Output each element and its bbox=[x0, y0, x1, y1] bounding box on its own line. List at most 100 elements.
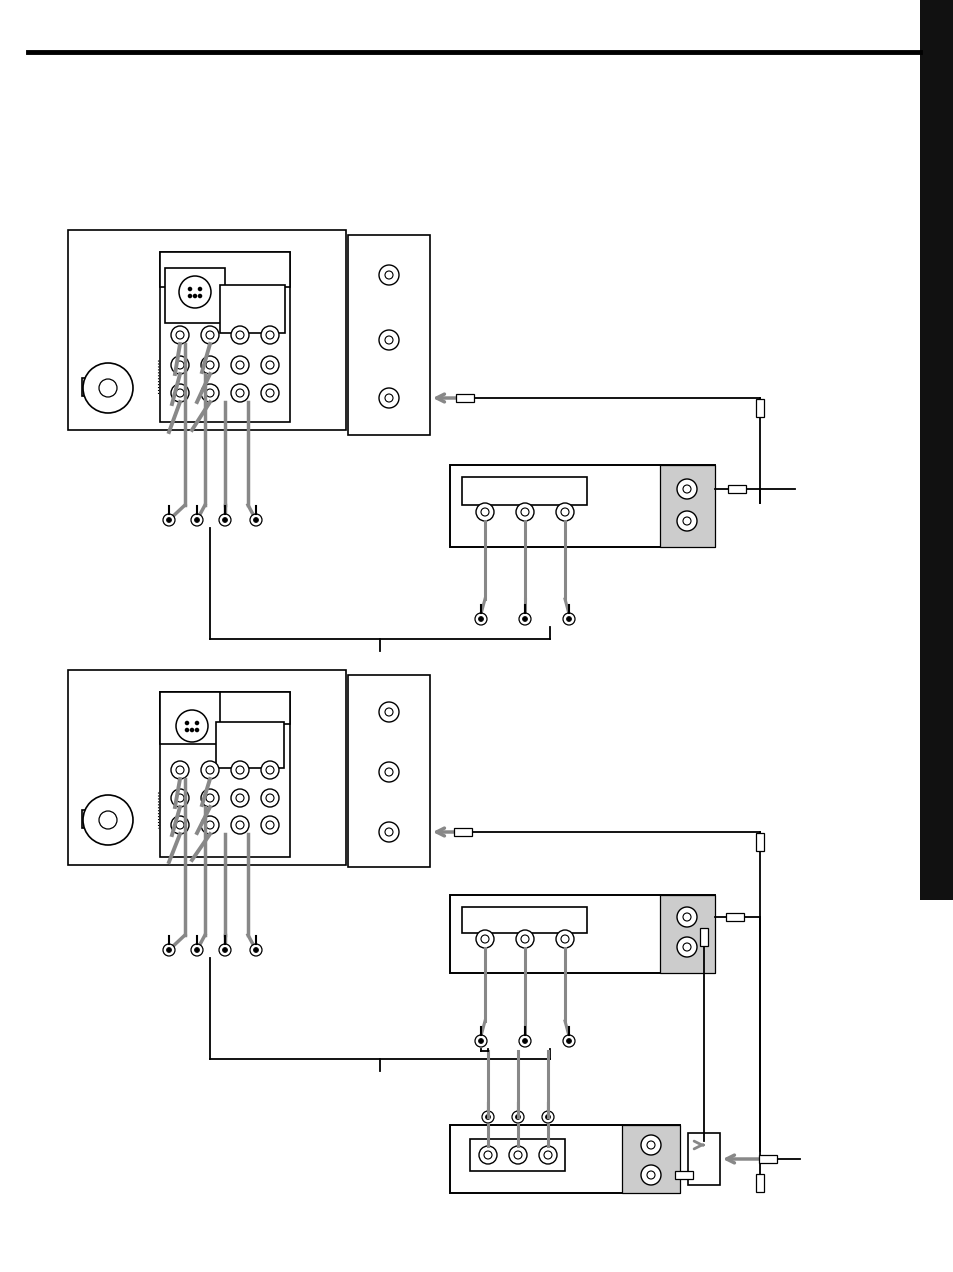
Circle shape bbox=[175, 766, 184, 773]
Circle shape bbox=[185, 729, 189, 731]
Circle shape bbox=[266, 331, 274, 340]
Bar bbox=[82, 810, 104, 828]
Circle shape bbox=[194, 948, 199, 953]
Bar bbox=[755, 399, 763, 417]
Circle shape bbox=[206, 794, 213, 803]
Circle shape bbox=[253, 518, 258, 523]
Circle shape bbox=[480, 935, 489, 943]
Bar bbox=[675, 1172, 692, 1179]
Circle shape bbox=[235, 389, 244, 397]
Circle shape bbox=[261, 817, 278, 834]
Circle shape bbox=[99, 812, 117, 829]
Circle shape bbox=[194, 518, 199, 523]
Circle shape bbox=[514, 1151, 521, 1159]
Circle shape bbox=[385, 336, 393, 343]
Circle shape bbox=[378, 702, 398, 722]
Bar bbox=[348, 675, 430, 868]
Circle shape bbox=[231, 356, 249, 374]
Circle shape bbox=[83, 363, 132, 413]
Circle shape bbox=[516, 930, 534, 948]
Circle shape bbox=[171, 384, 189, 402]
Bar bbox=[659, 895, 714, 973]
Bar bbox=[450, 466, 714, 547]
Bar bbox=[755, 833, 763, 851]
Circle shape bbox=[167, 948, 172, 953]
Bar bbox=[454, 828, 472, 836]
Circle shape bbox=[235, 766, 244, 773]
Bar bbox=[461, 907, 586, 932]
Circle shape bbox=[231, 326, 249, 343]
Circle shape bbox=[185, 721, 189, 725]
Circle shape bbox=[682, 943, 690, 951]
Circle shape bbox=[646, 1141, 655, 1149]
Circle shape bbox=[171, 326, 189, 343]
Circle shape bbox=[266, 794, 274, 803]
Circle shape bbox=[191, 944, 203, 957]
Circle shape bbox=[481, 1110, 494, 1123]
Circle shape bbox=[516, 502, 534, 522]
Circle shape bbox=[266, 766, 274, 773]
Circle shape bbox=[175, 710, 208, 742]
Bar bbox=[755, 1174, 763, 1192]
Circle shape bbox=[99, 379, 117, 397]
Circle shape bbox=[231, 789, 249, 806]
Circle shape bbox=[235, 820, 244, 829]
Circle shape bbox=[556, 502, 574, 522]
Circle shape bbox=[261, 356, 278, 374]
Circle shape bbox=[475, 613, 486, 625]
Circle shape bbox=[385, 271, 393, 279]
Bar bbox=[700, 929, 707, 946]
Circle shape bbox=[261, 761, 278, 778]
Circle shape bbox=[175, 361, 184, 369]
Circle shape bbox=[518, 613, 531, 625]
Circle shape bbox=[235, 331, 244, 340]
Bar bbox=[759, 1155, 776, 1163]
Bar bbox=[82, 378, 104, 396]
Circle shape bbox=[543, 1151, 552, 1159]
Circle shape bbox=[476, 502, 494, 522]
Circle shape bbox=[538, 1146, 557, 1164]
Circle shape bbox=[219, 514, 231, 527]
Bar bbox=[470, 1138, 564, 1172]
Circle shape bbox=[175, 820, 184, 829]
Circle shape bbox=[250, 514, 262, 527]
Bar bbox=[727, 485, 745, 494]
Circle shape bbox=[189, 295, 192, 298]
Circle shape bbox=[522, 1038, 527, 1043]
Circle shape bbox=[646, 1172, 655, 1179]
Bar bbox=[725, 913, 743, 921]
Circle shape bbox=[677, 480, 697, 499]
Bar bbox=[450, 895, 714, 973]
Circle shape bbox=[201, 817, 219, 834]
Circle shape bbox=[201, 761, 219, 778]
Bar bbox=[160, 252, 290, 287]
Circle shape bbox=[83, 795, 132, 845]
Circle shape bbox=[231, 384, 249, 402]
Circle shape bbox=[171, 761, 189, 778]
Circle shape bbox=[476, 930, 494, 948]
Circle shape bbox=[235, 361, 244, 369]
Circle shape bbox=[522, 617, 527, 622]
Circle shape bbox=[545, 1114, 550, 1119]
Circle shape bbox=[193, 295, 196, 298]
Circle shape bbox=[201, 789, 219, 806]
Circle shape bbox=[562, 613, 575, 625]
Circle shape bbox=[198, 287, 201, 290]
Circle shape bbox=[250, 944, 262, 957]
Circle shape bbox=[483, 1151, 492, 1159]
Circle shape bbox=[231, 817, 249, 834]
Circle shape bbox=[235, 794, 244, 803]
Circle shape bbox=[195, 729, 198, 731]
Circle shape bbox=[219, 944, 231, 957]
Circle shape bbox=[175, 331, 184, 340]
Circle shape bbox=[677, 937, 697, 957]
Bar bbox=[160, 692, 290, 724]
Bar bbox=[919, 0, 953, 901]
Circle shape bbox=[201, 326, 219, 343]
Bar bbox=[687, 1133, 720, 1186]
Circle shape bbox=[206, 361, 213, 369]
Circle shape bbox=[378, 822, 398, 842]
Circle shape bbox=[520, 935, 529, 943]
Circle shape bbox=[206, 766, 213, 773]
Circle shape bbox=[512, 1110, 523, 1123]
